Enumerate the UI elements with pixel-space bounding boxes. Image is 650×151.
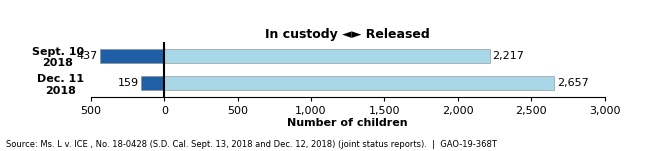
Text: 159: 159 [118,78,139,88]
X-axis label: Number of children: Number of children [287,118,408,129]
Bar [164,49,489,63]
Bar [141,76,164,90]
Text: 437: 437 [77,51,98,61]
Text: 2,657: 2,657 [557,78,589,88]
Text: 2,217: 2,217 [493,51,525,61]
Bar [100,49,164,63]
Text: In custody ◄► Released: In custody ◄► Released [265,28,430,41]
Bar [164,76,554,90]
Text: Source: Ms. L v. ICE , No. 18-0428 (S.D. Cal. Sept. 13, 2018 and Dec. 12, 2018) : Source: Ms. L v. ICE , No. 18-0428 (S.D.… [6,140,497,149]
